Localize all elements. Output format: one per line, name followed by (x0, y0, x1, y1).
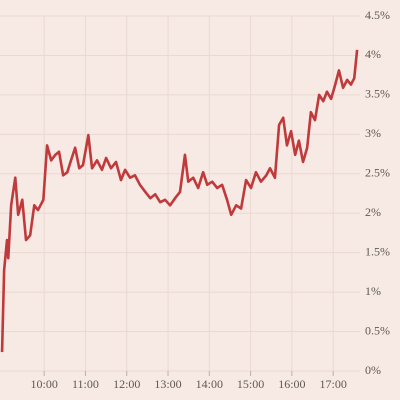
y-tick-label: 4% (365, 47, 381, 61)
y-tick-label: 0.5% (365, 323, 390, 337)
x-tick-label: 13:00 (154, 377, 181, 391)
y-tick-label: 1.5% (365, 244, 390, 258)
x-tick-label: 14:00 (196, 377, 223, 391)
price-line (0, 49, 359, 353)
y-tick-label: 3% (365, 126, 381, 140)
y-tick-label: 0% (365, 363, 381, 377)
x-tick-label: 11:00 (72, 377, 99, 391)
x-tick-label: 12:00 (113, 377, 140, 391)
y-tick-label: 1% (365, 284, 381, 298)
y-tick-label: 2.5% (365, 166, 390, 180)
y-tick-label: 4.5% (365, 8, 390, 22)
x-tick-label: 10:00 (31, 377, 58, 391)
y-tick-label: 2% (365, 205, 381, 219)
x-tick-label: 17:00 (319, 377, 346, 391)
x-tick-label: 15:00 (237, 377, 264, 391)
y-tick-label: 3.5% (365, 87, 390, 101)
x-tick-label: 16:00 (278, 377, 305, 391)
